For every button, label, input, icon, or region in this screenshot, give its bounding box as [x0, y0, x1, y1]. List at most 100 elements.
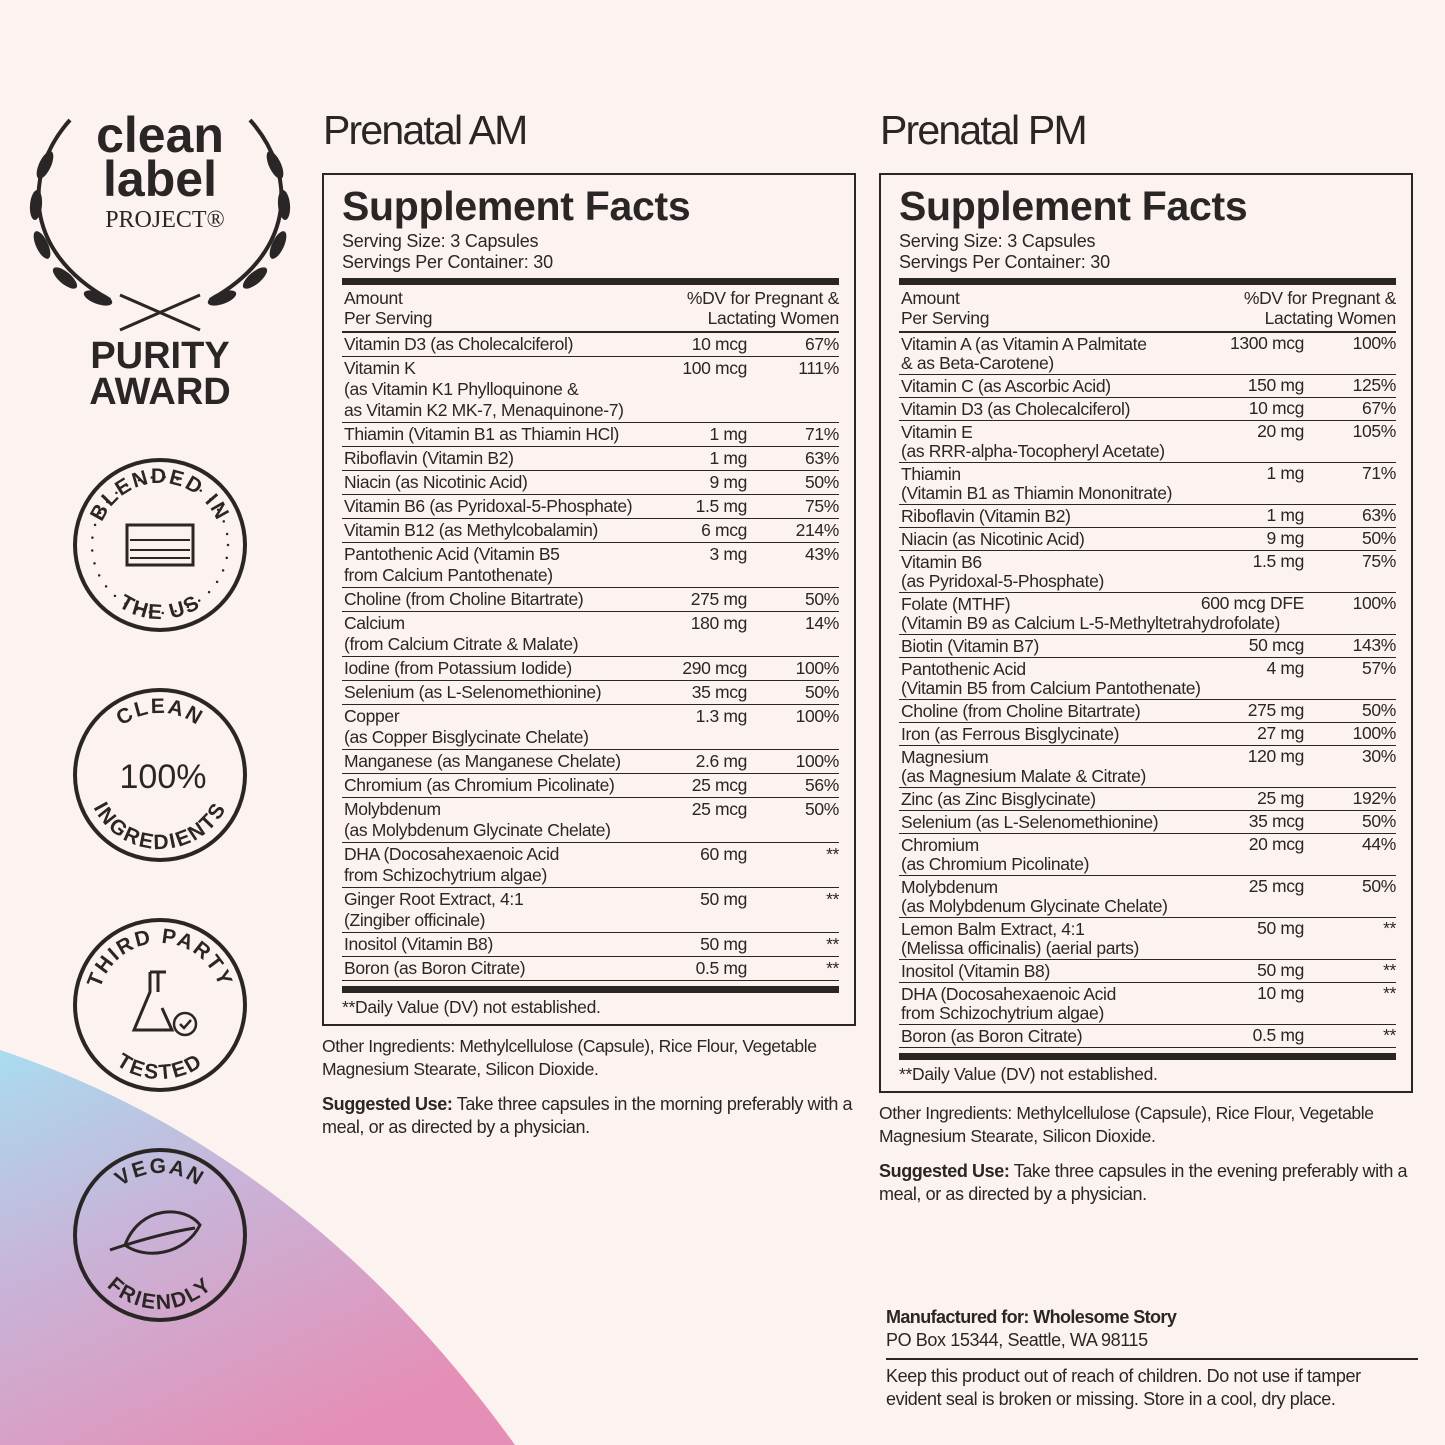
daily-value: 50%	[1362, 700, 1396, 720]
amount: 10 mcg	[1248, 398, 1305, 418]
nutrient-name: Riboflavin (Vitamin B2)	[901, 505, 1071, 526]
nutrient-name: from Schizochytrium algae)	[344, 865, 547, 885]
nutrient-name: (as RRR-alpha-Tocopheryl Acetate)	[901, 440, 1165, 461]
nutrient-name: Vitamin A (as Vitamin A Palmitate	[901, 333, 1147, 354]
nutrient-name: Chromium (as Chromium Picolinate)	[344, 775, 615, 795]
nutrient-row: Boron (as Boron Citrate) 0.5 mg **	[899, 1025, 1396, 1048]
amount: 3 mg	[709, 544, 747, 564]
nutrient-row: Vitamin K (as Vitamin K1 Phylloquinone & a…	[342, 357, 839, 423]
nutrient-row: Molybdenum (as Molybdenum Glycinate Chela…	[899, 876, 1396, 918]
nutrient-name: (Zingiber officinale)	[344, 910, 486, 930]
daily-value: 100%	[1352, 333, 1397, 353]
amount: 100 mcg	[682, 358, 747, 378]
nutrient-name: DHA (Docosahexaenoic Acid	[901, 983, 1116, 1004]
nutrient-row: Vitamin B6 (as Pyridoxal-5-Phosphate) 1.5…	[342, 495, 839, 519]
daily-value: 100%	[795, 658, 840, 678]
nutrient-row: Choline (from Choline Bitartrate) 275 mg 5…	[342, 588, 839, 612]
daily-value: **	[1383, 983, 1396, 1003]
nutrient-name: Inositol (Vitamin B8)	[901, 960, 1050, 981]
daily-value: 67%	[805, 334, 839, 354]
nutrient-row: Chromium (as Chromium Picolinate) 20 mcg 44…	[899, 834, 1396, 876]
nutrient-row: Niacin (as Nicotinic Acid) 9 mg 50%	[342, 471, 839, 495]
amount: 50 mcg	[1248, 635, 1305, 655]
header-line: %DV for Pregnant &	[1243, 288, 1396, 308]
daily-value: 14%	[805, 613, 839, 633]
badge-text: BLENDED IN	[86, 465, 234, 525]
badge-top: BLENDED IN	[86, 465, 232, 525]
flag-icon	[125, 523, 195, 567]
amount: 35 mcg	[1248, 811, 1305, 831]
header-right: %DV for Pregnant & Lactating Women	[687, 288, 839, 328]
daily-value: **	[826, 934, 839, 954]
daily-value: 50%	[1362, 528, 1396, 548]
column-header: Amount Per Serving %DV for Pregnant & Lacta…	[342, 285, 839, 333]
daily-value: 71%	[805, 424, 839, 444]
nutrient-row: Boron (as Boron Citrate) 0.5 mg **	[342, 957, 839, 981]
amount: 0.5 mg	[1252, 1025, 1305, 1045]
daily-value: 100%	[795, 706, 840, 726]
nutrient-row: Magnesium (as Magnesium Malate & Citrate)…	[899, 746, 1396, 788]
header-line: Lactating Women	[707, 308, 840, 328]
daily-value: 63%	[1362, 505, 1396, 525]
nutrient-name: (Vitamin B5 from Calcium Pantothenate)	[901, 677, 1201, 698]
amount: 275 mg	[690, 589, 748, 609]
nutrient-name: from Calcium Pantothenate)	[344, 565, 553, 585]
daily-value: **	[826, 958, 839, 978]
daily-value: 50%	[1362, 876, 1396, 896]
daily-value: 105%	[1352, 421, 1397, 441]
nutrient-row: Pantothenic Acid (Vitamin B5 from Calcium…	[342, 543, 839, 588]
panel-title: Prenatal PM	[880, 107, 1088, 153]
nutrient-row: Molybdenum (as Molybdenum Glycinate Chela…	[342, 798, 839, 843]
daily-value: 143%	[1352, 635, 1397, 655]
amount: 120 mg	[1247, 746, 1305, 766]
nutrient-row: Folate (MTHF) (Vitamin B9 as Calcium L-5-…	[899, 593, 1396, 635]
nutrient-row: Copper (as Copper Bisglycinate Chelate) 1.…	[342, 705, 839, 750]
nutrient-row: Calcium (from Calcium Citrate & Malate) 18…	[342, 612, 839, 657]
nutrient-name: Vitamin E	[901, 421, 973, 442]
nutrient-name: Iodine (from Potassium Iodide)	[344, 658, 572, 678]
divider	[886, 1358, 1418, 1360]
facts-title: Supplement Facts	[342, 183, 691, 229]
nutrient-name: Folate (MTHF)	[901, 593, 1011, 614]
nutrient-name: (as Molybdenum Glycinate Chelate)	[344, 820, 611, 840]
thick-rule	[342, 278, 839, 285]
amount: 25 mcg	[1248, 876, 1305, 896]
badge-top: CLEAN	[112, 695, 205, 730]
amount: 275 mg	[1247, 700, 1305, 720]
panel-pm: Prenatal PM Supplement Facts Serving Size:…	[879, 105, 1419, 1206]
daily-value: 67%	[1362, 398, 1396, 418]
nutrient-name: Lemon Balm Extract, 4:1	[901, 918, 1085, 939]
thick-rule	[899, 1053, 1396, 1060]
daily-value: 50%	[805, 682, 839, 702]
amount: 1.3 mg	[695, 706, 748, 726]
suggested-use-label: Suggested Use:	[322, 1094, 453, 1114]
nutrient-name: Niacin (as Nicotinic Acid)	[901, 528, 1085, 549]
amount: 1 mg	[709, 424, 747, 444]
daily-value: 57%	[1362, 658, 1396, 678]
header-line: Per Serving	[901, 308, 990, 328]
daily-value: 100%	[795, 751, 840, 771]
header-right: %DV for Pregnant & Lactating Women	[1244, 288, 1396, 328]
nutrient-name: Pantothenic Acid	[901, 658, 1026, 679]
daily-value: **	[826, 889, 839, 909]
amount: 50 mg	[700, 889, 747, 909]
other-ingredients: Other Ingredients: Methylcellulose (Caps…	[322, 1036, 817, 1079]
badge-center: 100%	[120, 758, 207, 796]
nutrient-name: Boron (as Boron Citrate)	[344, 958, 526, 978]
nutrient-row: Vitamin B12 (as Methylcobalamin) 6 mcg 214…	[342, 519, 839, 543]
header-line: Per Serving	[344, 308, 433, 328]
warning: Keep this product out of reach of childr…	[886, 1366, 1361, 1409]
amount: 600 mcg DFE	[1200, 593, 1304, 613]
nutrient-row: Vitamin E (as RRR-alpha-Tocopheryl Acetat…	[899, 421, 1396, 463]
nutrient-name: (as Magnesium Malate & Citrate)	[901, 765, 1146, 786]
amount: 10 mcg	[691, 334, 748, 354]
amount: 1 mg	[1266, 505, 1304, 525]
nutrient-row: Vitamin D3 (as Cholecalciferol) 10 mcg 67%	[899, 398, 1396, 421]
nutrient-name: (Melissa officinalis) (aerial parts)	[901, 937, 1139, 958]
panel-am: Prenatal AM Supplement Facts Serving Size:…	[322, 105, 862, 1139]
daily-value: 125%	[1352, 375, 1397, 395]
daily-value: 56%	[805, 775, 839, 795]
amount: 180 mg	[690, 613, 748, 633]
leaf-icon	[109, 1210, 202, 1255]
thick-rule	[899, 278, 1396, 285]
